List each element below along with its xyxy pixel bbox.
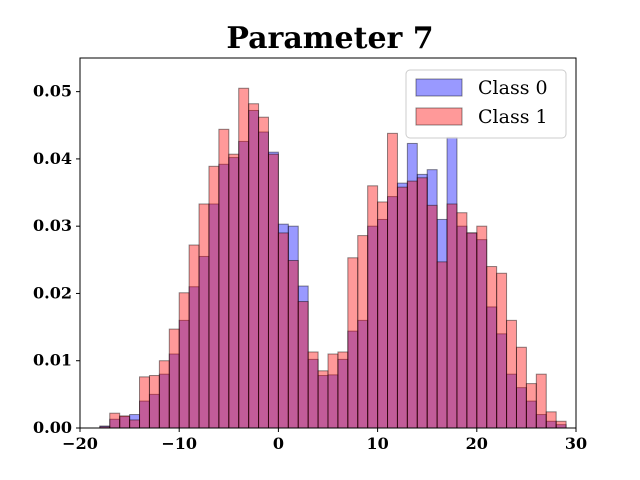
histogram-bar-series-1 [297,301,309,429]
histogram-bar-series-1 [238,87,250,429]
y-tick-label: 0.03 [33,216,72,235]
y-tick-label: 0.05 [33,82,72,101]
histogram-bar-series-1 [109,412,121,429]
y-tick-label: 0.00 [33,418,72,437]
histogram-bar-series-1 [327,353,339,429]
histogram-bar-series-1 [466,232,478,429]
histogram-bar-series-1 [367,185,379,429]
x-tick-label: −20 [62,434,98,453]
histogram-bar-series-1 [139,376,150,429]
histogram-bar-series-1 [416,177,428,429]
y-tick-label: 0.01 [33,351,72,370]
histogram-bar-series-1 [148,375,160,429]
histogram-bar-series-1 [446,203,458,429]
x-axis: −20 −10 0 10 20 30 [62,428,587,453]
histogram-bar-series-1 [198,203,210,429]
y-tick-label: 0.04 [33,149,72,168]
histogram-bar-series-1 [406,180,418,429]
histogram-bar-series-1 [515,346,527,429]
histogram-bar-series-1 [525,383,537,429]
histogram-bar-series-1 [228,153,240,429]
histogram-bar-series-1 [555,420,567,429]
histogram-bar-series-1 [287,259,299,429]
x-tick-label: 10 [366,434,388,453]
histogram-bar-series-1 [158,360,170,429]
chart-title: Parameter 7 [226,21,433,56]
bars-layer [99,87,567,429]
legend: Class 0 Class 1 [405,69,567,139]
histogram-bar-series-1 [377,201,389,429]
histogram-bar-series-1 [476,225,488,429]
histogram-bar-series-1 [178,292,190,429]
histogram-bar-series-1 [267,153,279,429]
axes-frame [79,57,577,429]
legend-swatch [415,78,463,97]
histogram-bar-series-1 [188,244,200,429]
x-tick-label: 20 [466,434,488,453]
histogram-bar-series-1 [208,165,220,429]
histogram-bar-series-1 [545,411,557,429]
x-tick-label: 0 [273,434,284,453]
histogram-bar-series-1 [248,103,260,429]
histogram-bar-series-1 [337,351,349,429]
histogram-bar-series-1 [277,232,289,429]
histogram-bar-series-1 [396,186,408,429]
histogram-bar-series-1 [456,212,468,429]
histogram-bar-series-1 [168,328,180,429]
x-tick-label: −10 [161,434,197,453]
histogram-bar-series-1 [426,204,438,429]
histogram-bar-series-1 [486,266,498,429]
histogram-bar-series-1 [307,351,319,429]
histogram-bar-series-1 [357,235,369,429]
histogram-bar-series-1 [535,373,547,429]
histogram-bar-series-1 [129,419,141,429]
histogram-bar-series-1 [218,128,230,429]
legend-swatch [415,107,463,126]
legend-label: Class 0 [478,77,548,99]
histogram-bar-series-1 [347,257,359,429]
y-tick-label: 0.02 [33,283,72,302]
x-tick-label: 30 [565,434,587,453]
histogram-bar-series-1 [258,116,269,429]
legend-label: Class 1 [478,106,548,128]
histogram-bar-series-1 [387,132,398,429]
histogram-bar-series-1 [436,261,448,429]
histogram-bar-series-1 [317,370,329,429]
legend-box [405,69,567,139]
histogram-bar-series-1 [496,272,508,429]
histogram-bar-series-1 [506,319,517,429]
y-axis: 0.00 0.01 0.02 0.03 0.04 0.05 [33,82,80,437]
histogram-bar-series-1 [119,415,131,429]
